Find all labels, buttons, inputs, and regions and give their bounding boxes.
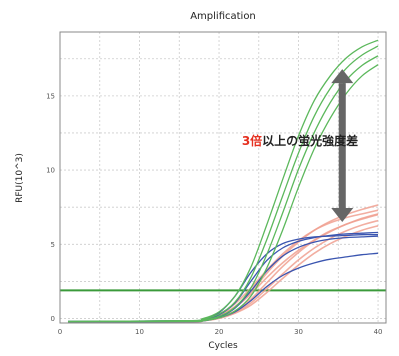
x-tick-label: 20: [215, 328, 224, 336]
y-tick-label: 15: [46, 92, 55, 100]
y-tick-label: 0: [51, 315, 55, 323]
green-series-line: [67, 45, 379, 323]
green-series-line: [67, 39, 379, 323]
x-axis-label: Cycles: [208, 341, 238, 351]
annotation-rest: 以上の蛍光強度差: [262, 133, 358, 148]
difference-arrow: [331, 69, 354, 223]
arrow-head-up: [331, 69, 354, 84]
grid: [60, 32, 386, 323]
x-tick-label: 40: [374, 328, 383, 336]
plot-border: [59, 31, 387, 324]
chart-title: Amplification: [190, 11, 256, 22]
y-axis-label: RFU(10^3): [15, 153, 25, 203]
x-tick-label: 30: [294, 328, 303, 336]
arrow-shaft: [338, 83, 346, 209]
annotation-highlight: 3倍: [242, 133, 262, 148]
arrow-head-down: [331, 208, 354, 223]
y-tick-label: 10: [46, 167, 55, 175]
x-tick-label: 0: [58, 328, 62, 336]
x-tick-label: 10: [135, 328, 144, 336]
annotation: 3倍以上の蛍光強度差: [242, 69, 358, 223]
tick-labels: 0 10 20 30 40 0 5 10 15: [46, 92, 382, 336]
y-tick-label: 5: [51, 241, 55, 249]
annotation-text: 3倍以上の蛍光強度差: [242, 133, 358, 148]
